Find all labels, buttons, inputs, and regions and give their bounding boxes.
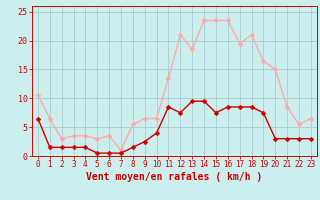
X-axis label: Vent moyen/en rafales ( km/h ): Vent moyen/en rafales ( km/h ) [86, 172, 262, 182]
